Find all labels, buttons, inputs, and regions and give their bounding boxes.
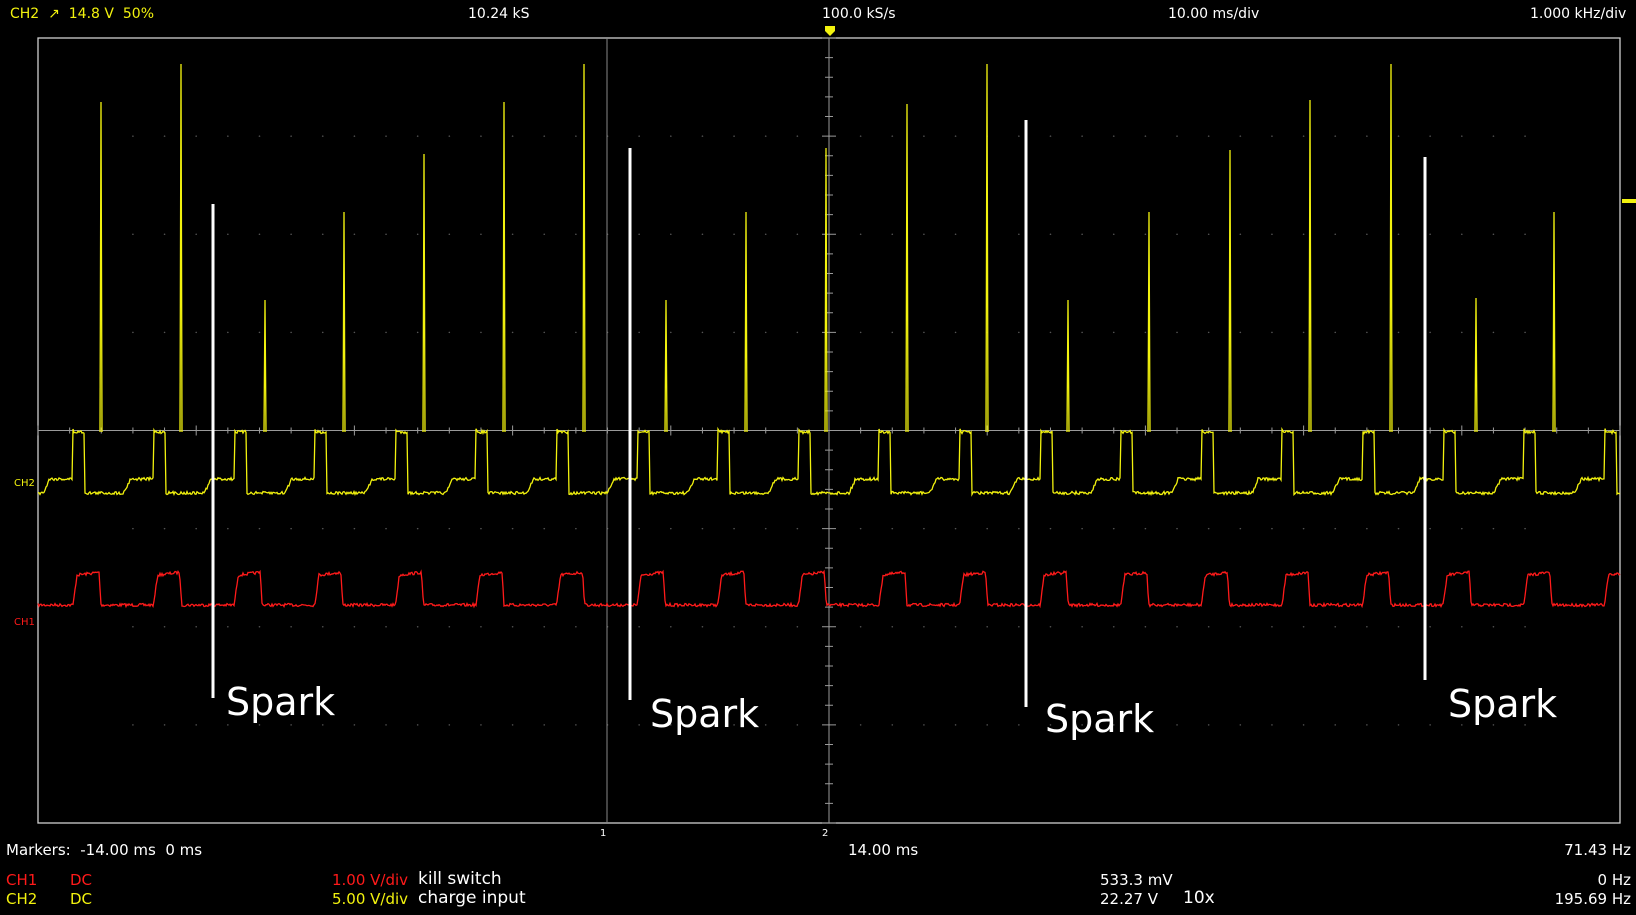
trigger-channel: CH2: [10, 6, 40, 22]
rising-edge-arrow-icon: ↗: [43, 6, 65, 22]
graticule: [37, 37, 1621, 824]
ch2-name[interactable]: CH2: [6, 890, 38, 908]
marker-delta-freq: 71.43 Hz: [1564, 841, 1631, 859]
ch2-spike: [1066, 299, 1070, 433]
sample-count: 10.24 kS: [468, 6, 530, 22]
fft-scale[interactable]: 1.000 kHz/div: [1530, 6, 1627, 22]
ch1-trace: [37, 569, 1621, 609]
ch1-ground-label[interactable]: CH1: [14, 617, 35, 628]
trigger-position: 50%: [122, 6, 154, 22]
spark-annotation: Spark: [226, 680, 336, 724]
spark-markers: [211, 120, 1427, 707]
ch2-spike: [1389, 63, 1393, 433]
ch2-spike: [744, 211, 748, 433]
ch2-spike: [99, 101, 103, 433]
ch2-coupling[interactable]: DC: [70, 890, 93, 908]
marker-a-value: -14.00 ms: [80, 841, 156, 859]
ch2-trace: [37, 426, 1621, 497]
ch2-frequency: 195.69 Hz: [1554, 890, 1631, 908]
markers-readout[interactable]: Markers: -14.00 ms 0 ms: [6, 841, 202, 859]
timebase[interactable]: 10.00 ms/div: [1168, 6, 1260, 22]
ch2-spike: [985, 63, 989, 433]
ch2-spike: [1147, 211, 1151, 433]
ch2-spike: [263, 299, 267, 433]
ch2-spike: [179, 63, 183, 433]
ch2-spike: [1228, 149, 1232, 433]
ch2-spike: [422, 153, 426, 433]
cursor-2-label[interactable]: 2: [822, 828, 828, 839]
trigger-position-marker-icon[interactable]: [825, 26, 835, 36]
ch2-spike: [905, 103, 909, 433]
ch2-spike: [582, 63, 586, 433]
ch1-name[interactable]: CH1: [6, 871, 38, 889]
markers-label: Markers:: [6, 841, 71, 859]
ch1-frequency: 0 Hz: [1597, 871, 1631, 889]
trigger-level: 14.8 V: [68, 6, 114, 22]
ch2-spike: [1308, 99, 1312, 433]
ch2-scale[interactable]: 5.00 V/div: [332, 890, 409, 908]
ch1-scale[interactable]: 1.00 V/div: [332, 871, 409, 889]
spark-annotation: Spark: [650, 692, 760, 736]
marker-b-value: 0 ms: [165, 841, 203, 859]
ch2-measurement: 22.27 V: [1100, 890, 1158, 908]
trigger-level-marker-icon[interactable]: [1622, 199, 1636, 203]
waveform-traces: [37, 63, 1621, 609]
ch2-spike: [824, 147, 828, 433]
ch2-spike: [342, 211, 346, 433]
ch2-spike: [664, 299, 668, 433]
ch2-spike: [502, 101, 506, 433]
ch1-coupling[interactable]: DC: [70, 871, 93, 889]
cursor-1-label[interactable]: 1: [600, 828, 606, 839]
marker-delta-time: 14.00 ms: [848, 841, 919, 859]
ch1-measurement: 533.3 mV: [1100, 871, 1173, 889]
sample-rate: 100.0 kS/s: [822, 6, 896, 22]
ch2-ground-label[interactable]: CH2: [14, 478, 35, 489]
spark-annotation: Spark: [1045, 697, 1155, 741]
ch2-spike: [1474, 297, 1478, 433]
ch2-label[interactable]: charge input: [418, 888, 526, 908]
ch2-spike: [1552, 211, 1556, 433]
ch2-probe[interactable]: 10x: [1183, 888, 1215, 908]
spark-annotation: Spark: [1448, 682, 1558, 726]
ch1-label[interactable]: kill switch: [418, 869, 502, 889]
trigger-info[interactable]: CH2 ↗ 14.8 V 50%: [10, 6, 154, 22]
